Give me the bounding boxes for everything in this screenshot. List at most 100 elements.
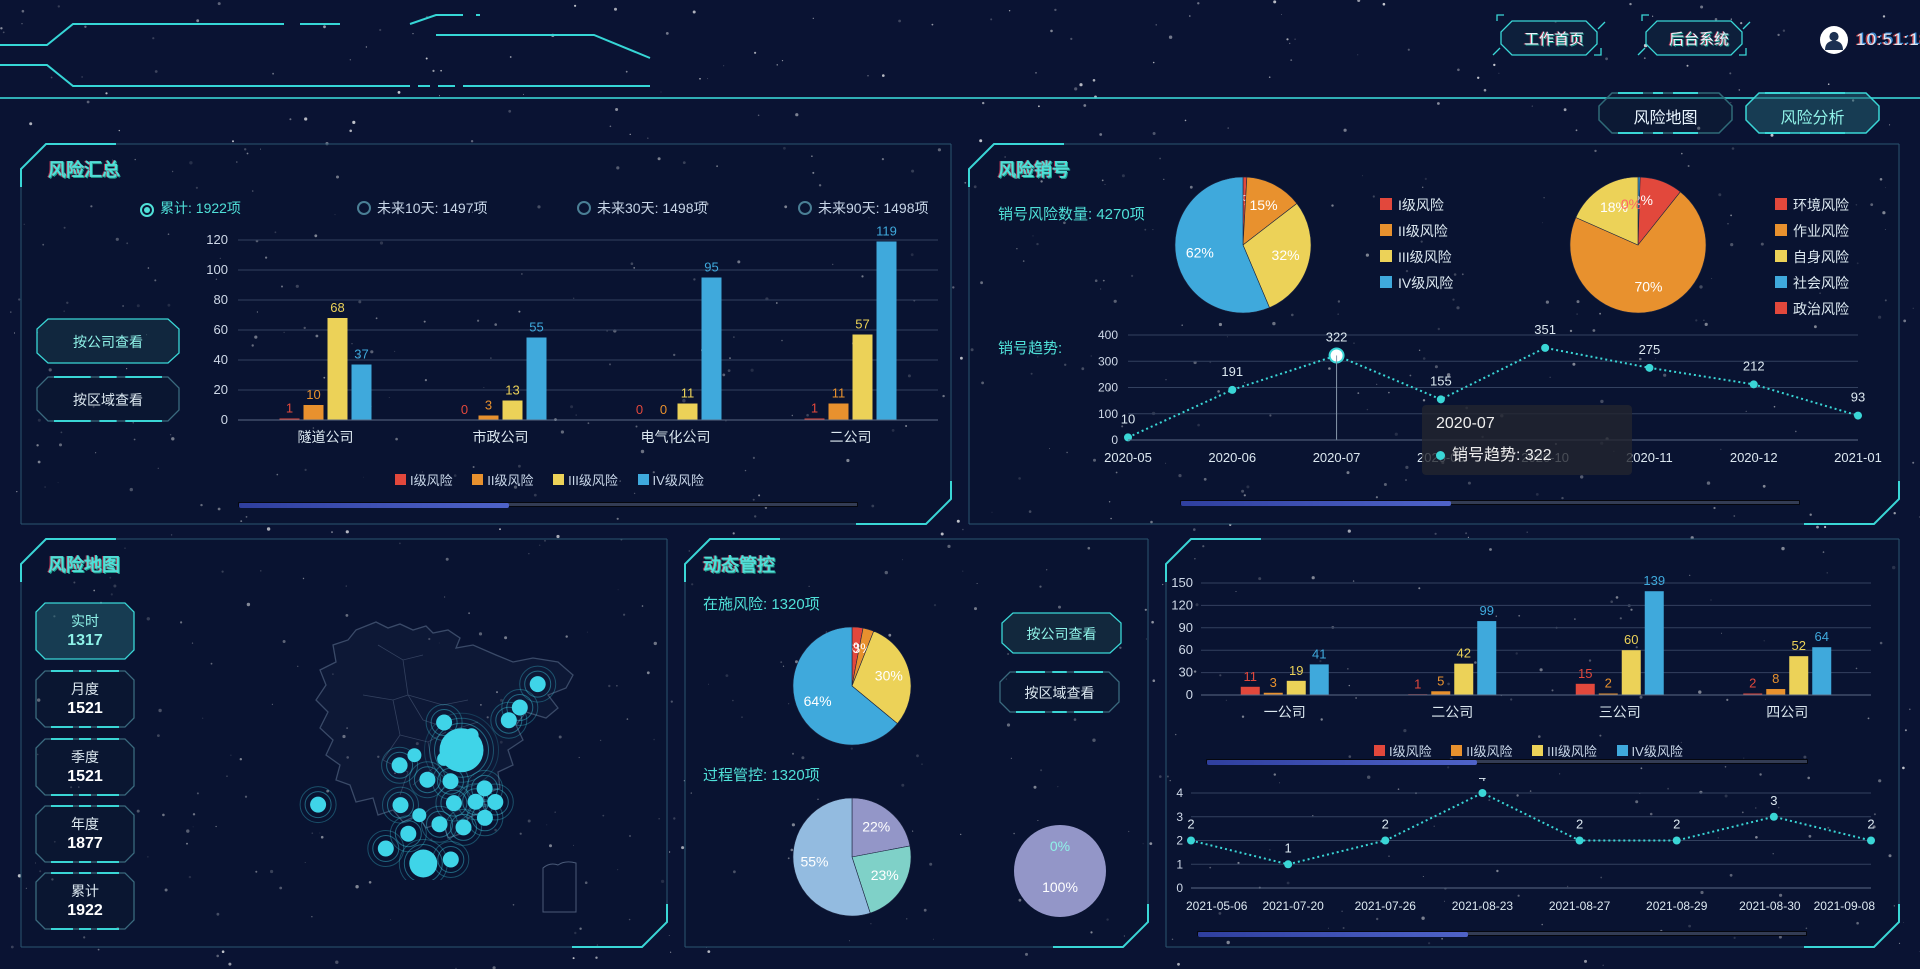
svg-text:15%: 15% [1250,197,1278,213]
svg-text:2021-01: 2021-01 [1834,450,1882,465]
svg-text:120: 120 [206,232,228,247]
svg-text:15: 15 [1578,666,1592,681]
svg-text:3: 3 [1770,793,1777,808]
svg-text:0%: 0% [1621,196,1641,212]
svg-text:60: 60 [1179,642,1193,657]
svg-text:100%: 100% [1042,879,1078,895]
svg-text:10: 10 [1121,411,1135,426]
svg-text:23%: 23% [871,867,899,883]
svg-text:2: 2 [1176,834,1183,848]
svg-text:20: 20 [214,382,228,397]
svg-text:64: 64 [1815,629,1829,644]
svg-text:60: 60 [1624,632,1638,647]
svg-text:95: 95 [704,260,718,275]
svg-text:80: 80 [214,292,228,307]
svg-text:2: 2 [1605,676,1612,691]
svg-text:62%: 62% [1186,244,1214,260]
svg-text:191: 191 [1221,364,1243,379]
svg-text:2: 2 [1673,817,1680,832]
svg-text:隧道公司: 隧道公司 [298,429,354,445]
svg-text:市政公司: 市政公司 [473,429,529,445]
svg-text:5: 5 [1437,673,1444,688]
svg-text:0: 0 [1186,687,1193,702]
svg-text:300: 300 [1098,354,1118,368]
svg-text:90: 90 [1179,620,1193,635]
svg-text:30: 30 [1179,665,1193,680]
svg-text:99: 99 [1480,603,1494,618]
svg-text:22%: 22% [862,818,890,834]
svg-text:322: 322 [1326,329,1348,344]
svg-text:10: 10 [306,387,320,402]
svg-text:4: 4 [1176,786,1183,800]
svg-text:2020-05: 2020-05 [1104,450,1152,465]
svg-text:351: 351 [1534,325,1556,337]
svg-text:0: 0 [636,402,643,417]
svg-text:3: 3 [1176,810,1183,824]
svg-text:4: 4 [1479,778,1486,784]
svg-text:200: 200 [1098,381,1118,395]
svg-text:3: 3 [485,398,492,413]
svg-text:37: 37 [354,347,368,362]
svg-text:120: 120 [1171,597,1193,612]
svg-text:2020-06: 2020-06 [1208,450,1256,465]
svg-text:8: 8 [1772,671,1779,686]
svg-text:42: 42 [1457,646,1471,661]
svg-text:3: 3 [1270,675,1277,690]
svg-text:212: 212 [1743,358,1765,373]
svg-text:41: 41 [1312,646,1326,661]
svg-text:1: 1 [1285,840,1292,855]
svg-text:11: 11 [1244,669,1258,684]
svg-text:0: 0 [1111,433,1118,447]
svg-text:四公司: 四公司 [1766,704,1808,720]
svg-text:13: 13 [505,383,519,398]
svg-text:电气化公司: 电气化公司 [641,429,711,445]
svg-text:11: 11 [681,386,695,401]
svg-text:二公司: 二公司 [830,429,872,445]
svg-text:11: 11 [832,386,846,401]
svg-text:2: 2 [1382,817,1389,832]
svg-text:2021-08-23: 2021-08-23 [1452,899,1514,913]
svg-text:60: 60 [214,322,228,337]
svg-text:2: 2 [1187,817,1194,832]
svg-text:2021-07-20: 2021-07-20 [1262,899,1324,913]
svg-text:1: 1 [1414,676,1421,691]
svg-text:0: 0 [1176,881,1183,895]
svg-text:1: 1 [286,401,293,416]
svg-text:150: 150 [1171,575,1193,590]
svg-text:32%: 32% [1272,247,1300,263]
svg-text:1: 1 [811,401,818,416]
svg-text:52: 52 [1792,638,1806,653]
svg-text:2021-05-06: 2021-05-06 [1186,899,1248,913]
svg-text:0: 0 [660,402,667,417]
svg-text:0: 0 [221,412,228,427]
svg-text:2021-07-26: 2021-07-26 [1355,899,1417,913]
svg-text:68: 68 [330,300,344,315]
svg-text:2020-12: 2020-12 [1730,450,1778,465]
svg-text:275: 275 [1639,342,1661,357]
svg-text:2: 2 [1749,676,1756,691]
svg-text:二公司: 二公司 [1431,704,1473,720]
svg-text:64%: 64% [804,693,832,709]
svg-text:57: 57 [855,317,869,332]
svg-text:100: 100 [1098,407,1118,421]
svg-text:2020-07: 2020-07 [1313,450,1361,465]
svg-text:0: 0 [461,402,468,417]
svg-text:139: 139 [1643,573,1665,588]
svg-text:155: 155 [1430,373,1452,388]
svg-text:2021-08-29: 2021-08-29 [1646,899,1708,913]
svg-text:70%: 70% [1634,278,1662,294]
svg-text:一公司: 一公司 [1264,704,1306,720]
svg-text:119: 119 [876,224,897,239]
svg-text:2: 2 [1576,817,1583,832]
svg-text:2: 2 [1867,817,1874,832]
svg-text:40: 40 [214,352,228,367]
svg-text:55: 55 [529,320,543,335]
svg-text:19: 19 [1289,663,1303,678]
svg-text:2020-11: 2020-11 [1626,450,1673,465]
svg-text:93: 93 [1851,390,1865,405]
svg-text:0%: 0% [1050,838,1070,854]
svg-text:1: 1 [1176,857,1183,871]
svg-text:100: 100 [206,262,228,277]
svg-text:2021-08-27: 2021-08-27 [1549,899,1611,913]
svg-text:2021-09-08: 2021-09-08 [1814,899,1876,913]
